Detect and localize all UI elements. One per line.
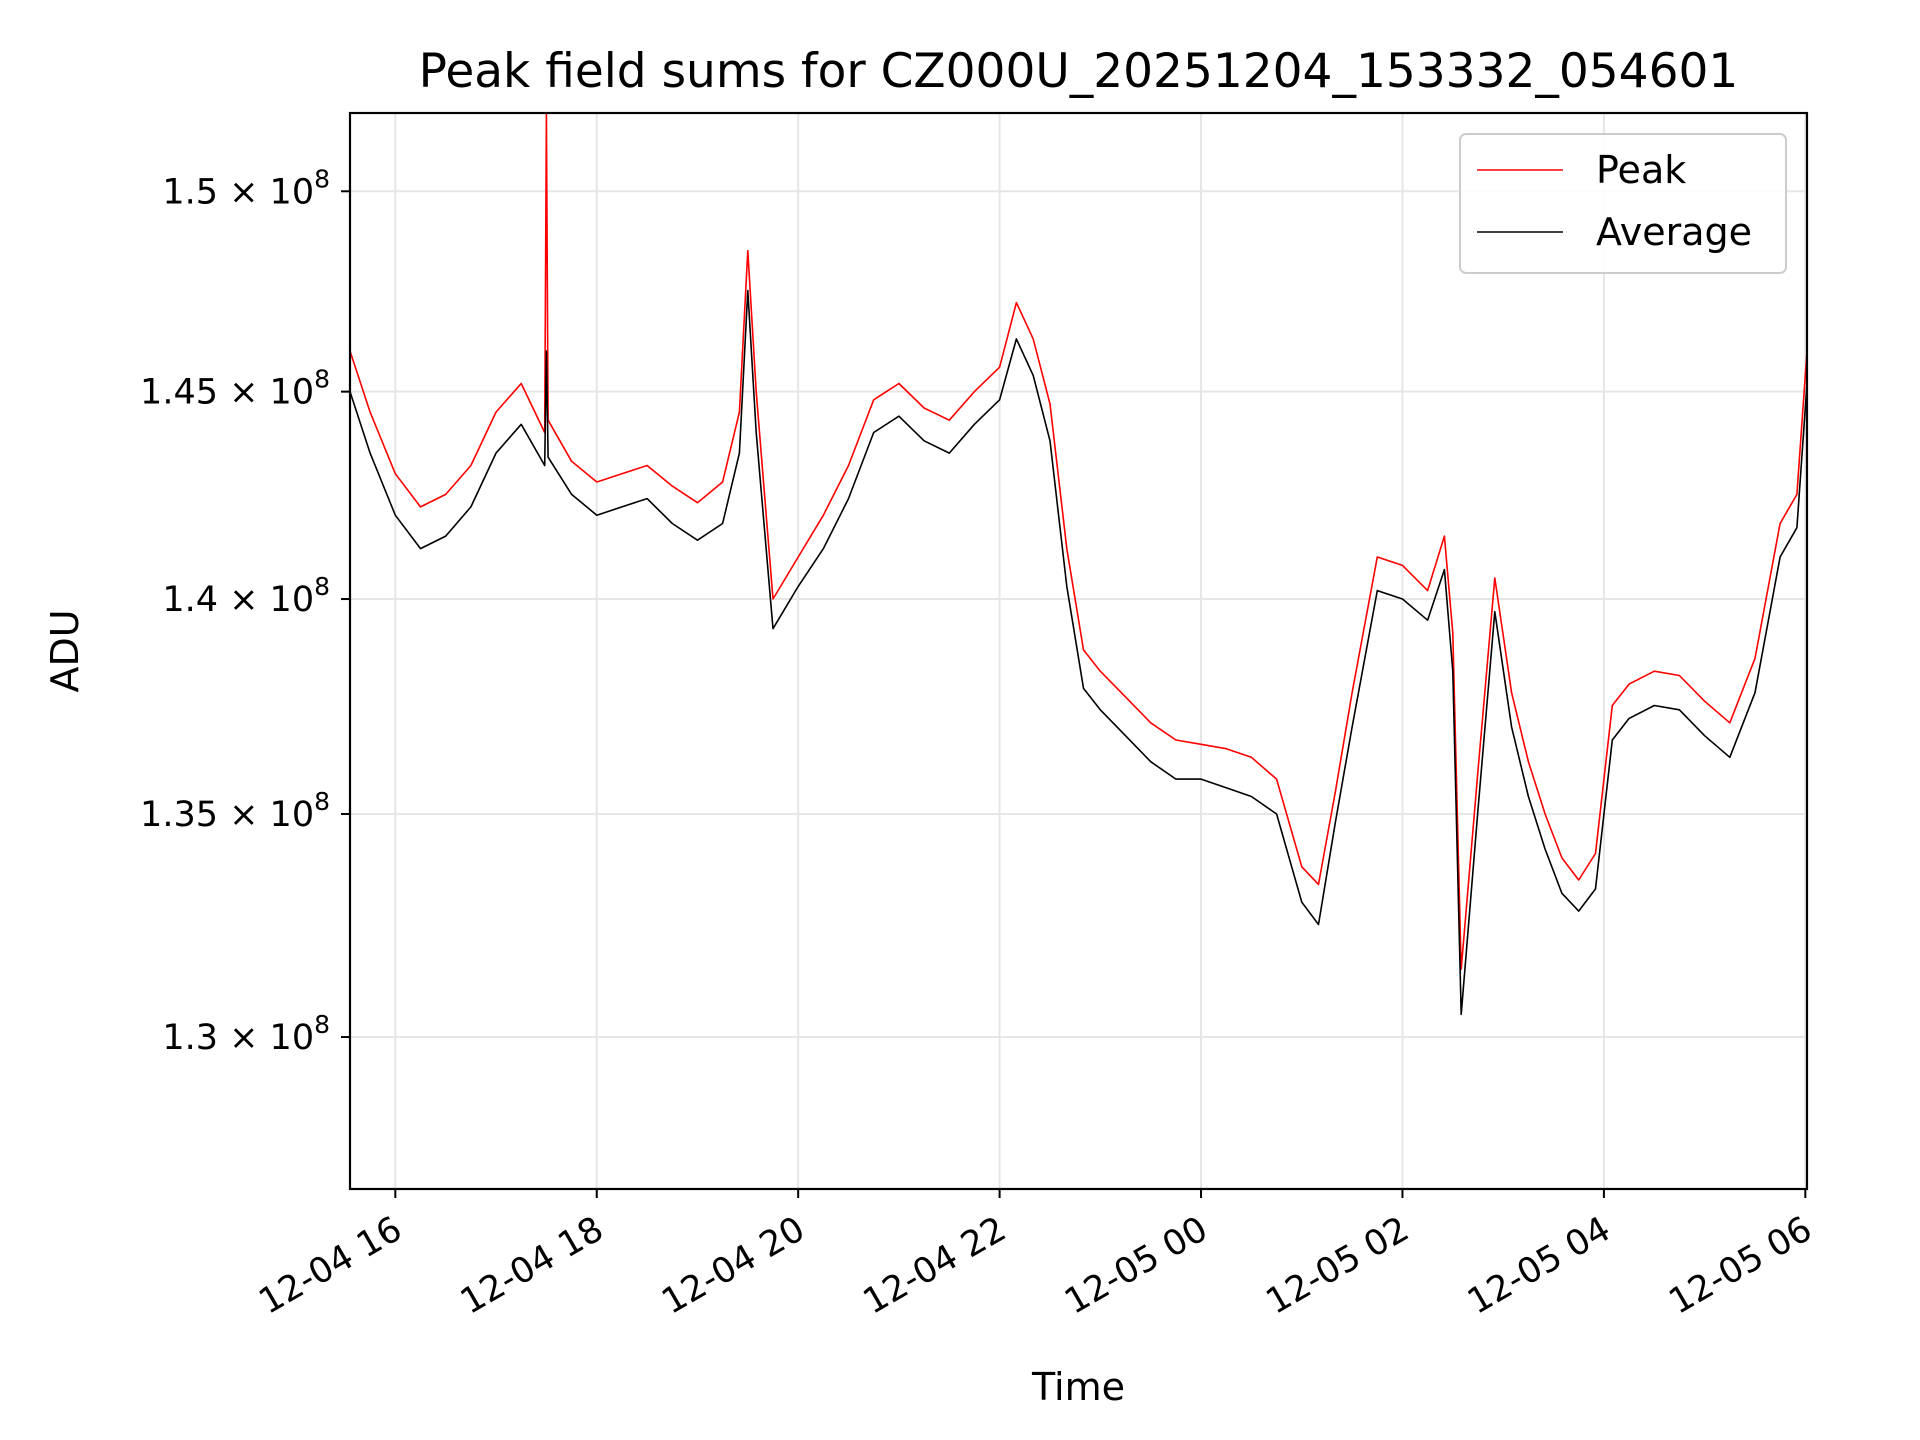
legend-label-average: Average	[1596, 210, 1752, 254]
y-axis: 1.3 × 108 1.35 × 108 1.4 × 108 1.45 × 108 1.…	[140, 164, 350, 1058]
grid-lines	[350, 113, 1807, 1189]
x-axis-label: Time	[1031, 1365, 1125, 1409]
series-line-peak	[350, 113, 1807, 971]
legend: Peak Average	[1459, 133, 1787, 274]
y-tick-label: 1.45 × 108	[140, 365, 330, 413]
legend-box	[1459, 133, 1787, 274]
plot-frame	[348, 111, 1809, 1191]
chart-title: Peak field sums for CZ000U_20251204_1533…	[419, 44, 1739, 99]
series-line-average	[350, 289, 1807, 1016]
y-tick-label: 1.5 × 108	[162, 164, 330, 212]
y-tick-label: 1.35 × 108	[140, 787, 330, 835]
y-tick-label: 1.3 × 108	[162, 1010, 330, 1058]
y-tick-label: 1.4 × 108	[162, 572, 330, 620]
y-axis-label: ADU	[43, 609, 87, 692]
legend-label-peak: Peak	[1596, 148, 1686, 192]
series-lines	[350, 113, 1807, 1016]
